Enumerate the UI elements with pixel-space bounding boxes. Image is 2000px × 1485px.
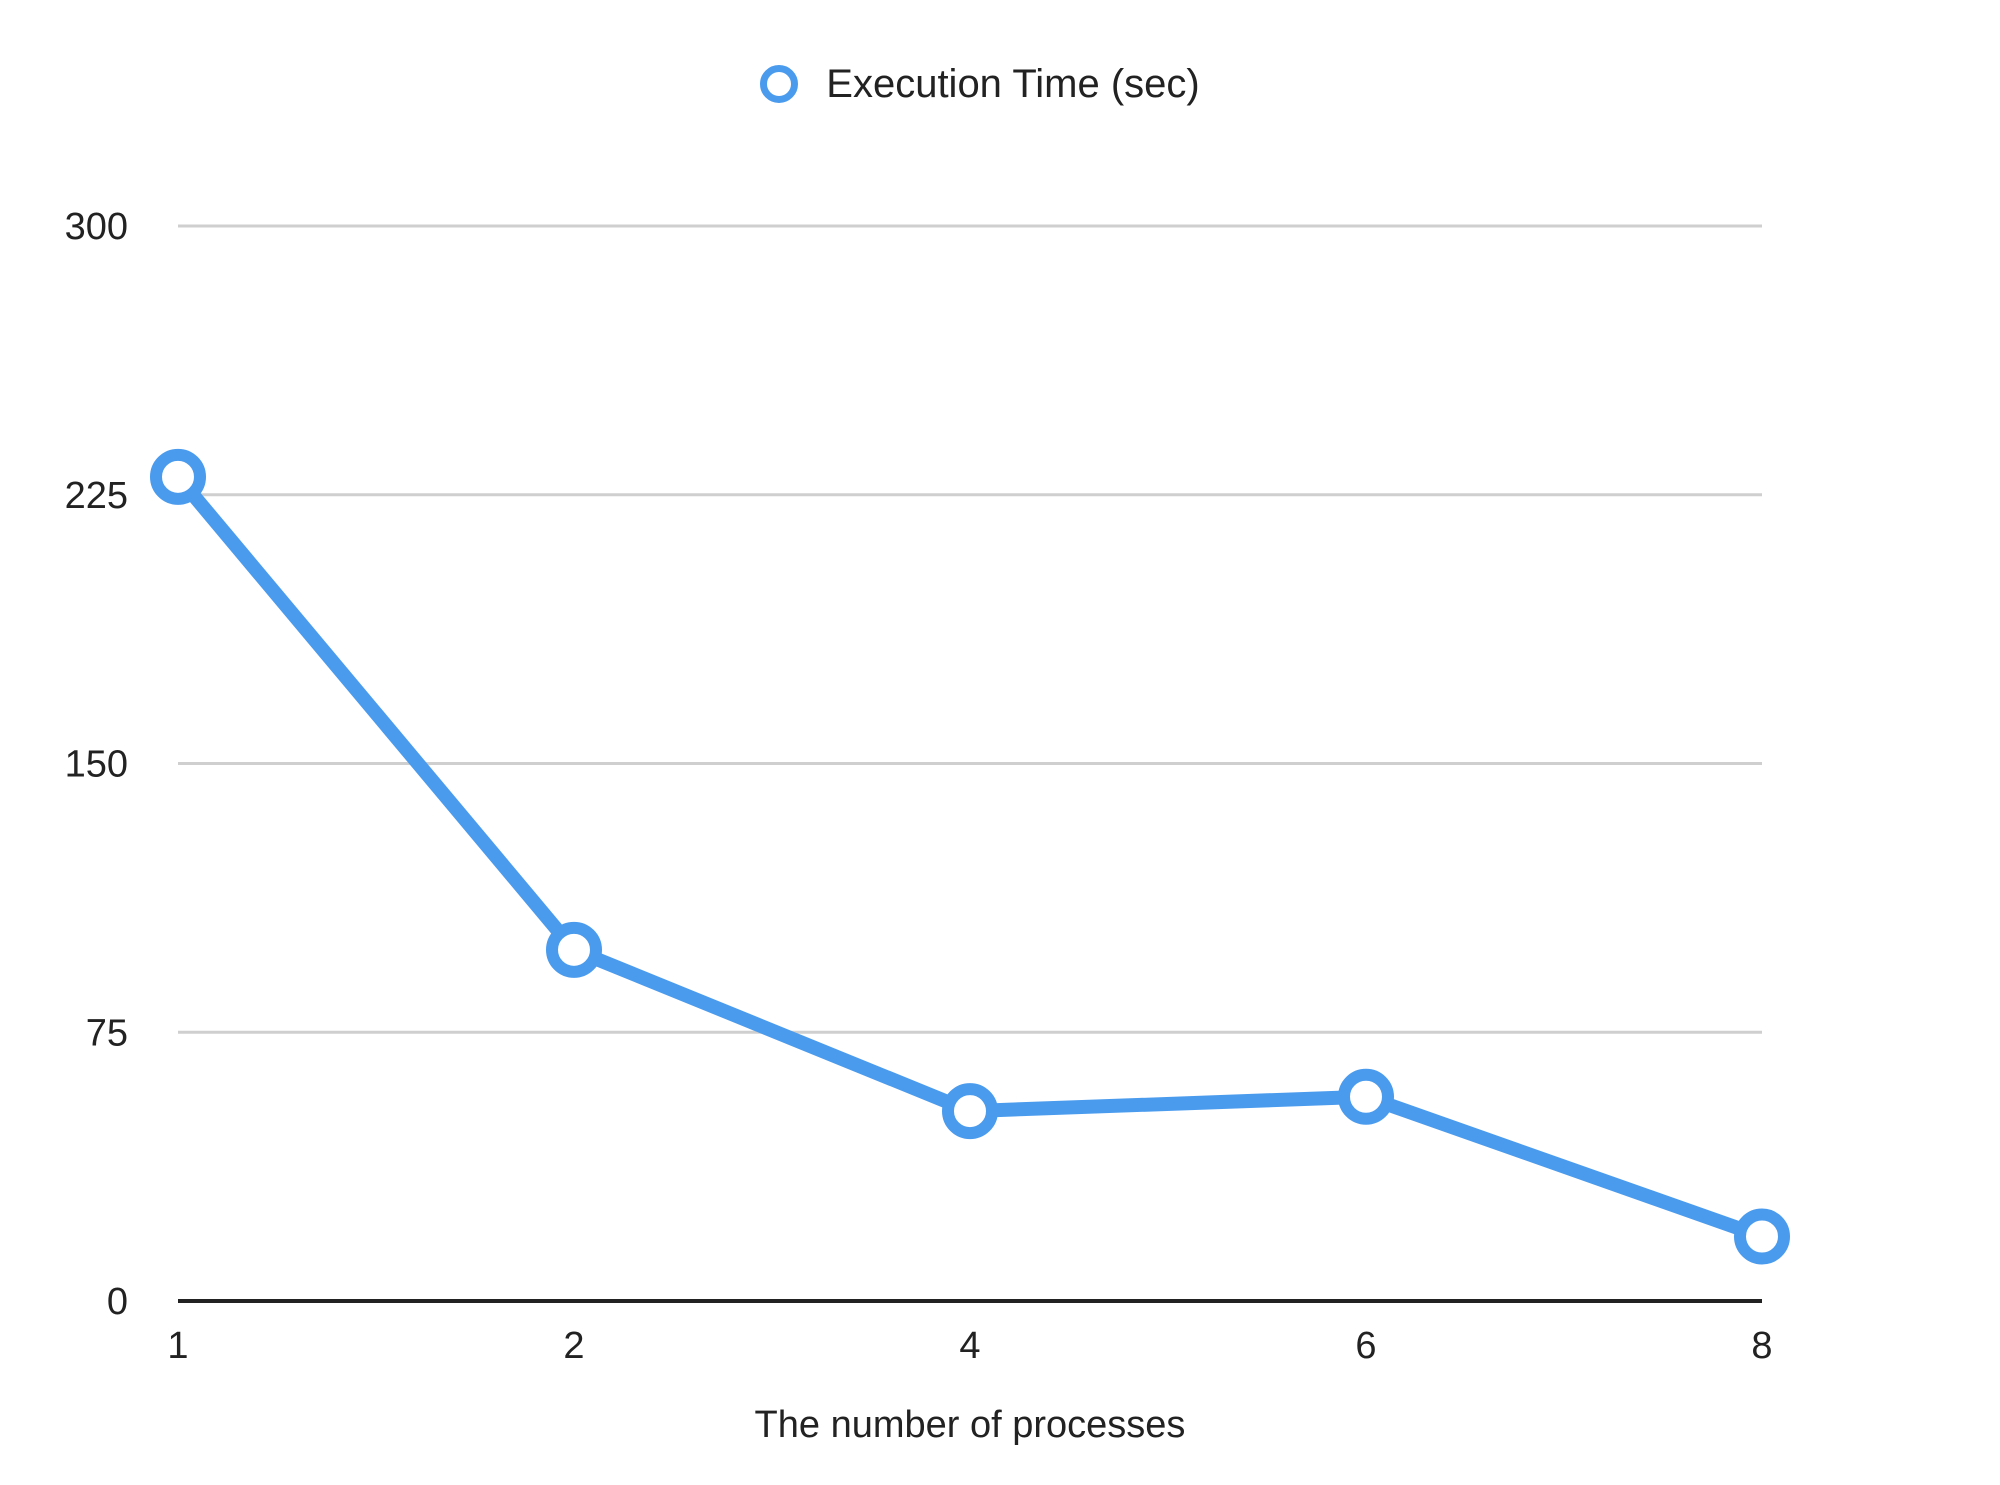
y-tick-label: 300 <box>65 206 128 248</box>
legend-marker-icon <box>760 65 799 103</box>
data-point <box>150 448 206 505</box>
y-tick-label: 75 <box>86 1012 128 1054</box>
x-tick-label: 8 <box>1751 1325 1772 1367</box>
x-tick-label: 4 <box>959 1325 980 1367</box>
x-axis-title: The number of processes <box>755 1404 1186 1446</box>
data-point <box>546 921 602 978</box>
y-tick-label: 225 <box>65 475 128 517</box>
legend: Execution Time (sec) <box>0 64 1960 104</box>
x-tick-label: 6 <box>1355 1325 1376 1367</box>
data-point <box>942 1083 998 1140</box>
legend-label: Execution Time (sec) <box>826 62 1200 106</box>
data-point <box>1734 1208 1790 1265</box>
y-tick-label: 150 <box>65 744 128 786</box>
x-tick-label: 1 <box>167 1325 188 1367</box>
x-tick-label: 2 <box>563 1325 584 1367</box>
y-tick-label: 0 <box>107 1281 128 1323</box>
data-point <box>1338 1068 1394 1125</box>
